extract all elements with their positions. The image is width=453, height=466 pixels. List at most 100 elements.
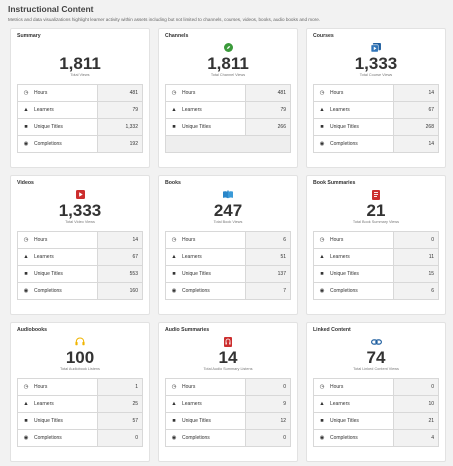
row-label: Completions	[182, 435, 210, 441]
graduation-cap-icon: ▲	[171, 254, 177, 260]
total-label: Total Audiobook Listens	[60, 367, 100, 371]
row-value: 481	[97, 84, 143, 102]
stats-table: ◷ Hours 6 ▲ Learners 51 ■ Unique Titles 137 ◉ C…	[165, 231, 291, 300]
book-summary-icon	[313, 190, 439, 202]
ribbon-icon: ◉	[319, 141, 325, 147]
row-value: 481	[245, 84, 291, 102]
row-value: 268	[393, 118, 439, 136]
empty-cell	[165, 135, 291, 153]
book-icon: ■	[24, 271, 28, 277]
row-label: Completions	[182, 288, 210, 294]
stats-table: ◷ Hours 1 ▲ Learners 25 ■ Unique Titles 57 ◉ Co…	[17, 378, 143, 447]
stats-table: ◷ Hours 481 ▲ Learners 79 ■ Unique Titles 1,33…	[17, 84, 143, 153]
row-label: Learners	[182, 401, 202, 407]
table-row: ■ Unique Titles 1,332	[17, 118, 143, 136]
total-label: Total Channel Views	[210, 73, 246, 77]
row-label: Hours	[34, 384, 48, 390]
book-icon: ■	[172, 418, 176, 424]
graduation-cap-icon: ▲	[23, 107, 29, 113]
row-label: Completions	[330, 435, 358, 441]
table-row: ◷ Hours 14	[313, 84, 439, 102]
total-value: 100	[65, 348, 95, 367]
table-row: ▲ Learners 9	[165, 395, 291, 413]
page-title: Instructional Content	[8, 4, 94, 14]
total-value: 21	[366, 201, 386, 220]
videos-card: Videos 1,333 Total Video Views ◷ Hours 14 …	[10, 175, 150, 315]
row-value: 79	[245, 101, 291, 119]
row-value: 11	[393, 248, 439, 266]
stats-table: ◷ Hours 0 ▲ Learners 11 ■ Unique Titles 15 ◉ Co…	[313, 231, 439, 300]
row-label: Unique Titles	[182, 271, 211, 277]
row-value: 6	[393, 282, 439, 300]
row-label: Unique Titles	[330, 418, 359, 424]
table-row: ◉ Completions 160	[17, 282, 143, 300]
stats-table: ◷ Hours 481 ▲ Learners 79 ■ Unique Titles 266	[165, 84, 291, 153]
page-subtitle: Metrics and data visualizations highligh…	[8, 17, 321, 22]
stats-table: ◷ Hours 0 ▲ Learners 10 ■ Unique Titles 21 ◉ Co…	[313, 378, 439, 447]
table-row: ◉ Completions 0	[165, 429, 291, 447]
table-row: ◷ Hours 481	[17, 84, 143, 102]
row-label: Hours	[182, 90, 196, 96]
audio-summaries-card: Audio Summaries 14 Total Audio Summary L…	[158, 322, 298, 462]
page-header: Instructional Content Metrics and data v…	[0, 0, 453, 26]
total-label: Total Video Views	[65, 220, 95, 224]
audio-summary-icon	[165, 337, 291, 349]
row-label: Completions	[34, 288, 62, 294]
row-value: 192	[97, 135, 143, 153]
row-label: Hours	[34, 237, 48, 243]
table-row: ◉ Completions 192	[17, 135, 143, 153]
row-label: Unique Titles	[34, 418, 63, 424]
channels-card: Channels 1,811 Total Channel Views ◷ Hour…	[158, 28, 298, 168]
clock-icon: ◷	[319, 384, 325, 390]
table-row: ◷ Hours 1	[17, 378, 143, 396]
headphones-icon	[17, 337, 143, 349]
total-value: 1,333	[354, 54, 398, 73]
clock-icon: ◷	[23, 237, 29, 243]
book-icon: ■	[24, 418, 28, 424]
graduation-cap-icon: ▲	[23, 401, 29, 407]
row-value: 0	[393, 231, 439, 249]
row-value: 1	[97, 378, 143, 396]
card-title: Courses	[313, 33, 334, 39]
row-label: Unique Titles	[330, 124, 359, 130]
ribbon-icon: ◉	[23, 141, 29, 147]
row-label: Learners	[330, 254, 350, 260]
card-title: Audio Summaries	[165, 327, 210, 333]
row-label: Completions	[330, 141, 358, 147]
row-value: 0	[393, 378, 439, 396]
clock-icon: ◷	[171, 384, 177, 390]
total-value: 1,811	[59, 54, 101, 73]
clock-icon: ◷	[171, 90, 177, 96]
row-value: 9	[245, 395, 291, 413]
total-value: 1,333	[58, 201, 102, 220]
row-label: Hours	[330, 237, 344, 243]
table-row: ◷ Hours 0	[313, 231, 439, 249]
row-label: Hours	[34, 90, 48, 96]
table-row: ◷ Hours 6	[165, 231, 291, 249]
table-row: ■ Unique Titles 266	[165, 118, 291, 136]
courses-card: Courses 1,333 Total Course Views ◷ Hours 1…	[306, 28, 446, 168]
card-title: Audiobooks	[17, 327, 47, 333]
empty-row	[165, 135, 291, 153]
table-row: ◉ Completions 4	[313, 429, 439, 447]
course-play-icon	[313, 43, 439, 55]
graduation-cap-icon: ▲	[319, 254, 325, 260]
row-label: Completions	[34, 141, 62, 147]
row-label: Learners	[182, 107, 202, 113]
table-row: ■ Unique Titles 12	[165, 412, 291, 430]
book-icon: ■	[172, 271, 176, 277]
row-value: 79	[97, 101, 143, 119]
row-value: 57	[97, 412, 143, 430]
row-label: Unique Titles	[182, 124, 211, 130]
row-value: 51	[245, 248, 291, 266]
compass-icon	[165, 43, 291, 55]
table-row: ▲ Learners 79	[17, 101, 143, 119]
row-label: Hours	[182, 237, 196, 243]
ribbon-icon: ◉	[171, 435, 177, 441]
stats-table: ◷ Hours 14 ▲ Learners 67 ■ Unique Titles 553 ◉…	[17, 231, 143, 300]
graduation-cap-icon: ▲	[319, 107, 325, 113]
table-row: ◷ Hours 0	[313, 378, 439, 396]
table-row: ▲ Learners 67	[313, 101, 439, 119]
table-row: ■ Unique Titles 15	[313, 265, 439, 283]
graduation-cap-icon: ▲	[171, 107, 177, 113]
